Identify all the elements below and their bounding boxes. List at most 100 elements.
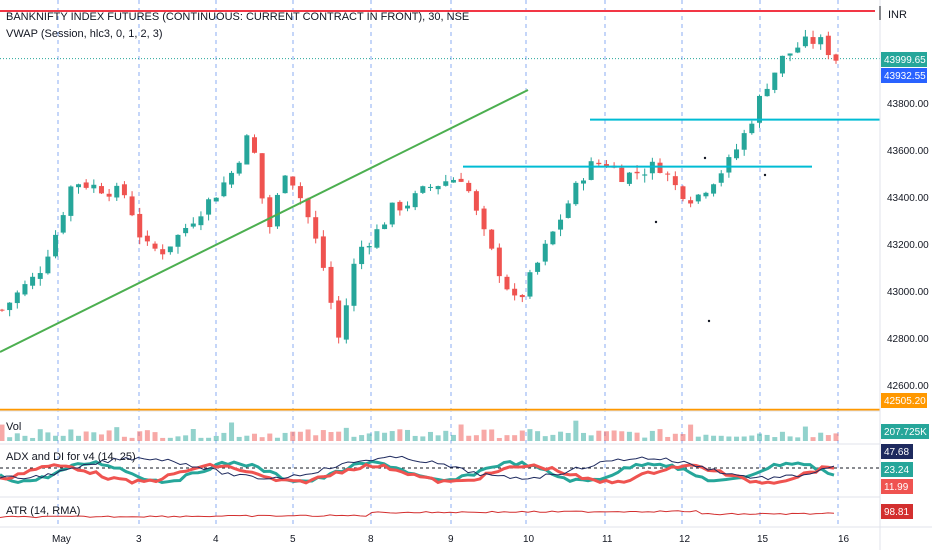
candle-body [481,208,487,230]
volume-bar [190,429,196,441]
candle-body [37,273,43,279]
candle-body [14,292,20,304]
support-badge [881,393,927,408]
volume-bar [175,436,181,441]
adx-legend[interactable]: ADX and DI for v4 (14, 25) [6,451,136,463]
volume-bar [603,431,609,441]
candle-body [68,186,74,216]
candle-body [443,181,449,186]
candle-body [642,174,648,176]
time-label: 4 [213,534,219,545]
candle-body [274,194,280,227]
volume-bar [466,435,472,441]
candle-body [626,172,632,184]
candle-body [711,184,717,194]
candle-body [764,88,770,97]
volume-bar [183,435,189,441]
candle-body [435,186,441,190]
candle-body [466,182,472,192]
volume-bar [267,433,273,441]
candle-body [351,263,357,306]
price-tick: 42600.00 [887,381,929,392]
volume-bar [160,437,166,441]
candle-body [588,161,594,180]
di-plus-value: 23.24 [884,465,909,476]
volume-bar [91,432,97,441]
volume-bar [435,435,441,441]
candle-body [328,266,334,303]
volume-bar [167,437,173,441]
candle-body [98,186,104,194]
candle-body [772,72,778,90]
support-value: 42505.20 [884,396,926,407]
candle-body [795,47,801,53]
atr-legend[interactable]: ATR (14, RMA) [6,505,80,517]
candle-body [802,36,808,47]
volume-bar [787,436,793,441]
candle-body [550,231,556,245]
di-minus-value: 11.99 [884,482,909,493]
candle-body [726,157,732,173]
candle-body [60,215,66,233]
candle-body [137,213,143,238]
volume-bar [313,435,319,441]
price-tick: 43800.00 [887,99,929,110]
currency-label[interactable]: INR [888,9,907,21]
time-label: May [52,534,71,545]
grid [0,0,880,527]
candle-body [718,173,724,183]
candle-body [190,223,196,227]
volume-bar [45,432,51,441]
candle-body [7,302,13,311]
atr-pane [0,510,835,519]
volume-bar [76,435,82,441]
volume-bar [596,430,602,441]
volume-bar [626,431,632,441]
volume-bar [144,430,150,441]
volume-bar [443,430,449,441]
candle-body [343,305,349,340]
adx-badge [881,444,913,459]
candle-body [734,149,740,159]
candle-body [787,53,793,56]
candle-body [573,182,579,205]
time-label: 12 [679,534,691,545]
candle-body [665,173,671,175]
volume-bar [450,434,456,441]
volume-bar [825,435,831,441]
candle-body [412,193,418,208]
vol-legend[interactable]: Vol [6,421,21,433]
candle-body [175,234,181,247]
time-axis[interactable]: May 3 4 5 8 9 10 11 12 15 16 [52,534,850,545]
marker-dot [707,319,711,323]
volume-bar [121,436,127,441]
volume-bar [68,429,74,441]
volume-bar [611,430,617,441]
marker-dot [654,220,658,224]
candle-body [397,201,403,211]
volume-bar [749,435,755,441]
price-axis[interactable]: 43800.00 43600.00 43400.00 43200.00 4300… [887,99,929,392]
candle-body [542,243,548,262]
volume-bar [259,437,265,441]
candle-body [473,191,479,211]
candle-body [106,193,112,197]
candle-body [251,137,257,153]
volume-bar [672,433,678,441]
candle-body [619,167,625,183]
candle-body [688,200,694,204]
candle-body [741,133,747,150]
candle-body [489,229,495,249]
candle-body [282,175,288,194]
candle-body [374,229,380,248]
vol-value: 207.725K [884,427,927,438]
vwap-legend[interactable]: VWAP (Session, hlc3, 0, 1, 2, 3) [6,28,163,40]
last-price-badge [881,52,927,67]
volume-bar [389,431,395,441]
symbol-title[interactable]: BANKNIFTY INDEX FUTURES (CONTINUOUS: CUR… [6,11,469,23]
candle-body [91,184,97,189]
volume-bar [512,435,518,441]
candle-body [382,224,388,230]
volume-bar [336,431,342,441]
